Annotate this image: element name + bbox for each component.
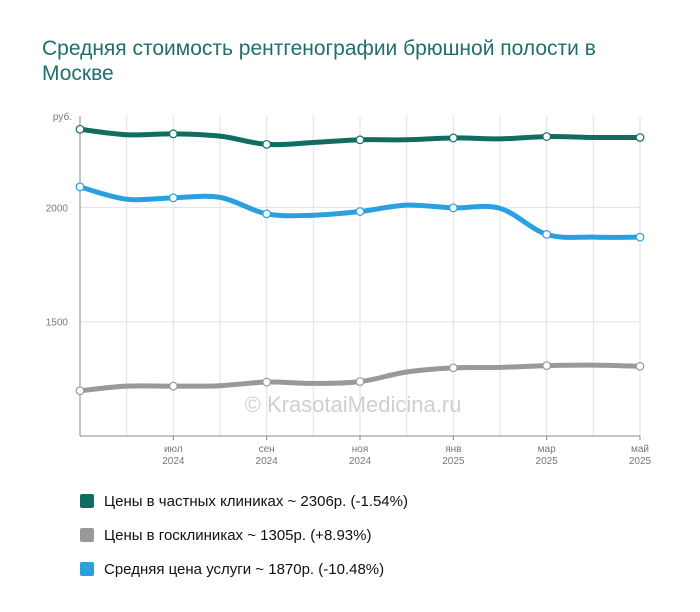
x-tick-label-month: июл — [164, 444, 183, 455]
watermark: © KrasotaiMedicina.ru — [245, 392, 462, 417]
chart-title: Средняя стоимость рентгенографии брюшной… — [42, 37, 596, 85]
x-tick-label-year: 2024 — [256, 456, 279, 467]
legend-swatch — [80, 528, 94, 542]
legend-swatch — [80, 494, 94, 508]
data-point — [448, 363, 458, 373]
data-point — [542, 132, 552, 141]
data-point — [448, 203, 458, 213]
legend-label: Цены в госклиниках ~ 1305р. (+8.93%) — [104, 526, 372, 544]
x-tick-label-month: ноя — [352, 444, 369, 455]
legend-item-public[interactable]: Цены в госклиниках ~ 1305р. (+8.93%) — [80, 518, 408, 552]
data-point — [262, 377, 272, 387]
legend: Цены в частных клиниках ~ 2306р. (-1.54%… — [80, 484, 408, 586]
x-tick-label-year: 2025 — [536, 456, 559, 467]
legend-item-private[interactable]: Цены в частных клиниках ~ 2306р. (-1.54%… — [80, 484, 408, 518]
data-point — [542, 361, 552, 371]
legend-label: Цены в частных клиниках ~ 2306р. (-1.54%… — [104, 492, 408, 510]
x-tick-label-year: 2024 — [349, 456, 372, 467]
data-point — [448, 133, 458, 143]
data-point — [168, 193, 178, 203]
x-tick-label-year: 2024 — [162, 456, 185, 467]
data-point — [355, 377, 365, 387]
legend-swatch — [80, 562, 94, 576]
y-tick-label: 2000 — [46, 203, 69, 214]
x-tick-label-month: мар — [538, 444, 556, 455]
data-point — [168, 381, 178, 391]
line-chart: 15002000июл2024сен2024ноя2024янв2025мар2… — [46, 111, 652, 467]
y-tick-label: 1500 — [46, 318, 69, 329]
x-tick-label-year: 2025 — [629, 456, 652, 467]
data-point — [75, 386, 85, 396]
data-point — [262, 209, 272, 219]
data-point — [75, 124, 85, 134]
data-point — [355, 135, 365, 145]
data-point — [635, 232, 645, 242]
data-point — [75, 182, 85, 192]
x-tick-label-year: 2025 — [442, 456, 465, 467]
data-point — [635, 133, 645, 142]
series-layer — [75, 124, 645, 396]
y-axis-unit-label: руб. — [53, 111, 72, 123]
data-point — [262, 139, 272, 149]
x-tick-label-month: сен — [259, 444, 275, 455]
data-point — [168, 129, 178, 139]
data-point — [542, 229, 552, 239]
legend-item-average[interactable]: Средняя цена услуги ~ 1870р. (-10.48%) — [80, 552, 408, 586]
data-point — [355, 207, 365, 216]
legend-label: Средняя цена услуги ~ 1870р. (-10.48%) — [104, 560, 385, 578]
x-tick-label-month: янв — [445, 444, 461, 455]
data-point — [635, 361, 645, 371]
x-tick-label-month: май — [631, 444, 649, 455]
